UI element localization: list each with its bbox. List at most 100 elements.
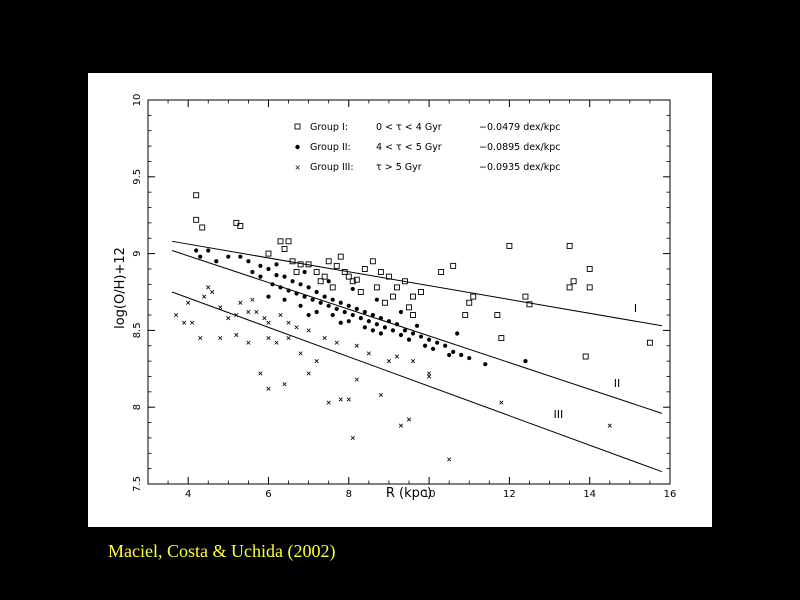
point-group-1 [526, 301, 533, 308]
point-group-3 [378, 392, 383, 397]
point-group-3 [286, 335, 291, 341]
fit-line-II [171, 250, 663, 414]
point-group-3 [218, 335, 223, 341]
point-group-1 [297, 261, 304, 268]
legend-age: 4 < τ < 5 Gyr [376, 142, 442, 153]
point-group-1 [293, 269, 300, 275]
point-group-3 [282, 382, 287, 387]
point-group-2 [350, 312, 355, 318]
point-group-3 [306, 328, 311, 333]
point-group-3 [426, 371, 432, 376]
legend-marker-cross: × [295, 163, 301, 172]
point-group-3 [218, 305, 223, 310]
data-points [174, 192, 653, 462]
x-tick-label: 10 [423, 489, 436, 500]
point-group-1 [586, 284, 593, 291]
point-group-2 [374, 297, 379, 302]
point-group-1 [353, 276, 360, 283]
point-group-2 [378, 316, 383, 321]
point-group-1 [498, 335, 505, 342]
point-group-2 [274, 273, 279, 278]
point-group-1 [450, 262, 457, 269]
point-group-1 [193, 192, 200, 199]
point-group-2 [314, 289, 319, 295]
point-group-2 [302, 294, 307, 299]
point-group-3 [346, 397, 351, 402]
legend-gradient: −0.0895 dex/kpc [479, 142, 561, 153]
point-group-1 [345, 273, 352, 280]
legend-age: 0 < τ < 4 Gyr [376, 122, 442, 133]
point-group-2 [406, 337, 412, 342]
point-group-2 [523, 359, 528, 364]
x-tick-label: 16 [664, 489, 677, 500]
y-tick-label: 9 [132, 250, 143, 256]
point-group-3 [266, 386, 271, 391]
point-group-2 [370, 312, 375, 318]
legend-marker-square [294, 123, 301, 130]
point-group-2 [402, 328, 408, 333]
legend-marker-dot [295, 144, 300, 150]
point-group-1 [406, 304, 412, 311]
point-group-1 [289, 258, 296, 265]
point-group-2 [326, 279, 331, 284]
point-group-1 [285, 238, 292, 245]
y-axis-label: log(O/H)+12 [113, 247, 128, 329]
point-group-1 [321, 273, 328, 280]
point-group-1 [265, 250, 272, 257]
point-group-1 [410, 312, 416, 318]
point-group-3 [366, 351, 371, 356]
point-group-2 [354, 306, 359, 311]
point-group-3 [294, 325, 299, 330]
point-group-1 [333, 262, 340, 269]
point-group-1 [361, 266, 368, 272]
legend-entry-group-2: Group II: 4 < τ < 5 Gyr −0.0895 dex/kpc [295, 142, 561, 153]
point-group-2 [398, 332, 404, 338]
point-group-3 [250, 297, 255, 302]
point-group-2 [362, 325, 367, 330]
point-group-2 [398, 309, 404, 315]
point-group-2 [394, 322, 400, 327]
point-group-2 [238, 254, 243, 259]
point-group-2 [226, 254, 231, 259]
point-group-1 [566, 242, 573, 249]
point-group-1 [199, 224, 206, 231]
point-group-2 [346, 303, 351, 308]
point-group-2 [366, 319, 371, 324]
point-group-1 [522, 293, 529, 300]
point-group-3 [410, 359, 416, 364]
point-group-2 [258, 274, 263, 279]
legend-label: Group II: [310, 142, 351, 153]
point-group-1 [566, 284, 573, 291]
point-group-2 [342, 309, 347, 315]
point-group-1 [466, 299, 473, 306]
point-group-2 [250, 269, 255, 275]
point-group-1 [313, 269, 320, 275]
point-group-2 [306, 285, 311, 290]
point-group-3 [206, 285, 211, 290]
point-group-3 [186, 300, 191, 305]
point-group-3 [607, 423, 612, 428]
point-group-3 [226, 316, 231, 321]
point-group-2 [214, 259, 219, 264]
point-group-2 [258, 263, 263, 268]
point-group-1 [377, 269, 384, 275]
point-group-3 [398, 423, 404, 428]
point-group-1 [341, 269, 348, 275]
legend-label: Group III: [310, 162, 354, 173]
point-group-3 [394, 354, 400, 359]
point-group-2 [306, 312, 311, 318]
point-group-1 [646, 339, 653, 346]
y-tick-label: 10 [132, 94, 143, 107]
point-group-3 [326, 400, 331, 405]
fit-line-I [172, 240, 663, 327]
point-group-1 [329, 284, 336, 291]
point-group-2 [326, 303, 331, 308]
y-tick-label: 7.5 [132, 476, 143, 492]
point-group-2 [370, 328, 375, 333]
point-group-2 [282, 297, 287, 302]
point-group-3 [350, 435, 355, 441]
point-group-3 [314, 359, 319, 364]
legend-entry-group-1: Group I: 0 < τ < 4 Gyr −0.0479 dex/kpc [294, 122, 561, 133]
fit-line-III [171, 291, 663, 473]
